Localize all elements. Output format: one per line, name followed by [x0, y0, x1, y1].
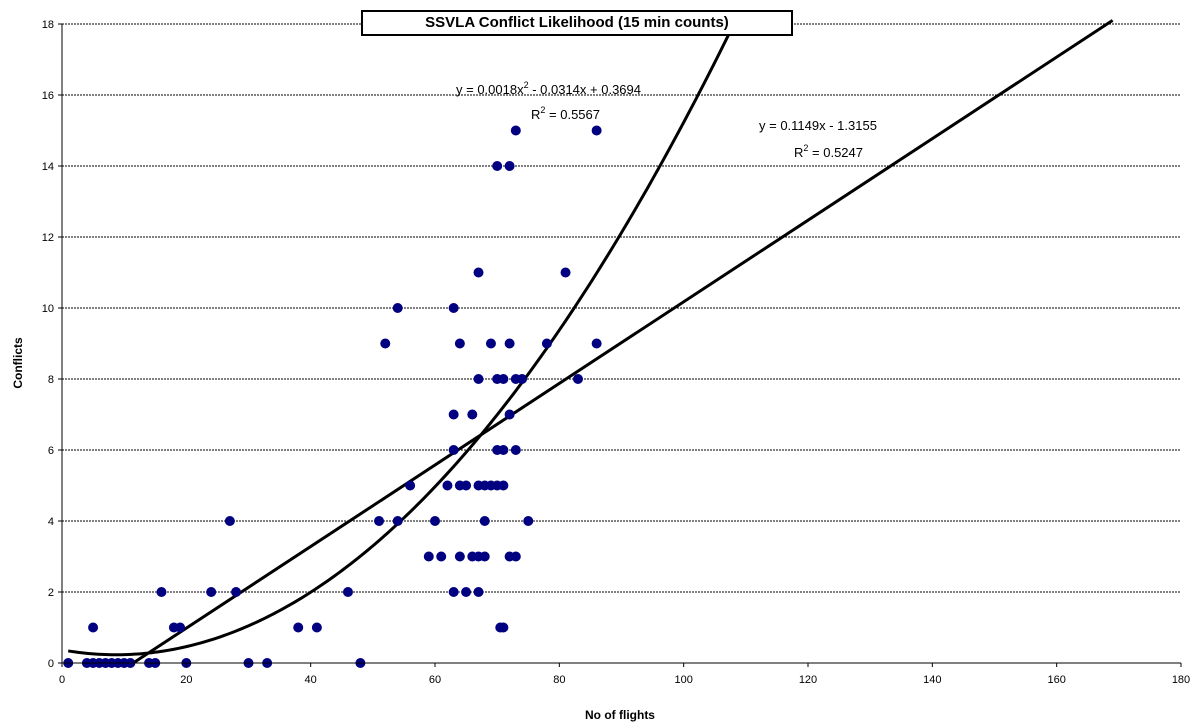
- x-axis-title: No of flights: [585, 708, 655, 722]
- data-point: [206, 587, 217, 597]
- data-points: [63, 125, 602, 668]
- data-point: [175, 622, 186, 633]
- data-point: [510, 125, 521, 136]
- data-point: [392, 303, 403, 313]
- x-tick-label: 180: [1172, 674, 1190, 686]
- data-point: [448, 587, 459, 597]
- gridlines: [62, 23, 1181, 593]
- data-point: [448, 409, 459, 420]
- polynomial-trendline: [67, 24, 735, 657]
- x-tick-label: 80: [553, 674, 565, 686]
- linear-equation-label: y = 0.1149x - 1.3155: [759, 118, 877, 133]
- x-tick-label: 0: [59, 674, 65, 686]
- data-point: [517, 374, 528, 384]
- poly-equation-label: y = 0.0018x2 - 0.0314x + 0.3694: [456, 80, 641, 97]
- data-point: [473, 587, 484, 597]
- data-point: [591, 125, 602, 136]
- y-tick-label: 6: [48, 445, 54, 457]
- data-point: [392, 516, 403, 526]
- y-tick-label: 2: [48, 587, 54, 599]
- data-point: [231, 587, 242, 597]
- data-point: [591, 338, 602, 349]
- x-tick-label: 160: [1047, 674, 1065, 686]
- data-point: [88, 622, 99, 633]
- data-point: [479, 551, 490, 562]
- data-point: [374, 516, 385, 526]
- chart-title: SSVLA Conflict Likelihood (15 min counts…: [361, 10, 793, 36]
- data-point: [473, 374, 484, 384]
- data-point: [442, 480, 453, 491]
- y-tick-label: 14: [42, 161, 54, 173]
- data-point: [510, 445, 521, 455]
- data-point: [423, 551, 434, 562]
- data-point: [560, 267, 571, 278]
- x-tick-label: 140: [923, 674, 941, 686]
- data-point: [224, 516, 235, 526]
- x-tick-label: 60: [429, 674, 441, 686]
- y-tick-label: 16: [42, 90, 54, 102]
- x-tick-label: 120: [799, 674, 817, 686]
- data-point: [498, 374, 509, 384]
- data-point: [572, 374, 583, 384]
- x-tick-label: 40: [305, 674, 317, 686]
- y-axis-title: Conflicts: [11, 337, 25, 389]
- data-point: [485, 338, 496, 349]
- data-point: [454, 551, 465, 562]
- poly-r2-label: R2 = 0.5567: [531, 105, 600, 122]
- data-point: [504, 409, 515, 420]
- data-point: [467, 409, 478, 420]
- y-tick-label: 4: [48, 516, 54, 528]
- y-tick-label: 18: [42, 19, 54, 31]
- data-point: [541, 338, 552, 349]
- y-tick-label: 10: [42, 303, 54, 315]
- data-point: [498, 622, 509, 633]
- linear-r2-label: R2 = 0.5247: [794, 143, 863, 160]
- data-point: [479, 516, 490, 526]
- data-point: [342, 587, 353, 597]
- x-tick-label: 20: [180, 674, 192, 686]
- data-point: [473, 267, 484, 278]
- data-point: [311, 622, 322, 633]
- data-point: [498, 445, 509, 455]
- y-tick-label: 8: [48, 374, 54, 386]
- x-tick-label: 100: [674, 674, 692, 686]
- data-point: [380, 338, 391, 349]
- data-point: [430, 516, 440, 526]
- data-point: [504, 161, 515, 171]
- data-point: [293, 622, 304, 633]
- axes: [58, 23, 1182, 667]
- data-point: [461, 480, 472, 491]
- data-point: [523, 516, 534, 526]
- y-tick-label: 0: [48, 658, 54, 670]
- data-point: [448, 445, 459, 455]
- data-point: [405, 480, 416, 491]
- data-point: [454, 338, 465, 349]
- data-point: [498, 480, 509, 491]
- y-tick-label: 12: [42, 232, 54, 244]
- data-point: [504, 338, 515, 349]
- data-point: [461, 587, 472, 597]
- linear-trendline: [132, 19, 1114, 665]
- data-point: [156, 587, 167, 597]
- data-point: [448, 303, 459, 313]
- data-point: [492, 161, 503, 171]
- data-point: [510, 551, 521, 562]
- data-point: [436, 551, 447, 562]
